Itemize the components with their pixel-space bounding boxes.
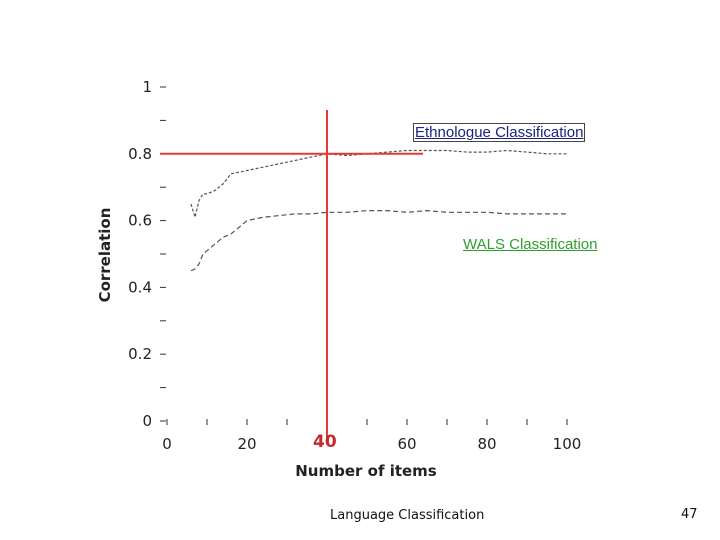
x-tick-label: 100	[553, 435, 582, 453]
footer-title: Language Classification	[330, 508, 485, 523]
wals-classification-callout: WALS Classification	[463, 236, 598, 253]
series-group	[190, 149, 567, 272]
y-tick-label: 0.2	[128, 345, 152, 363]
y-tick-label: 0.6	[128, 212, 152, 230]
y-tick-label: 0.4	[128, 278, 152, 296]
x-tick-label: 80	[477, 435, 496, 453]
page-number: 47	[681, 507, 698, 522]
y-tick-label: 0.8	[128, 145, 152, 163]
ethnologue-classification-callout: Ethnologue Classification	[413, 123, 586, 142]
x-tick-label: 0	[162, 435, 172, 453]
x-axis-ticks: 0 20 60 80 100	[162, 419, 581, 453]
reference-x-marker: 40	[313, 432, 337, 452]
x-axis-label: Number of items	[295, 462, 437, 480]
y-tick-label: 1	[142, 78, 152, 96]
series-line-ethnologue	[190, 149, 567, 220]
y-tick-label: 0	[142, 412, 152, 430]
x-tick-label: 20	[237, 435, 256, 453]
x-tick-label: 60	[397, 435, 416, 453]
y-axis-label: Correlation	[96, 208, 114, 303]
y-axis-ticks: 0 0.2 0.4 0.6 0.8 1	[128, 78, 166, 430]
